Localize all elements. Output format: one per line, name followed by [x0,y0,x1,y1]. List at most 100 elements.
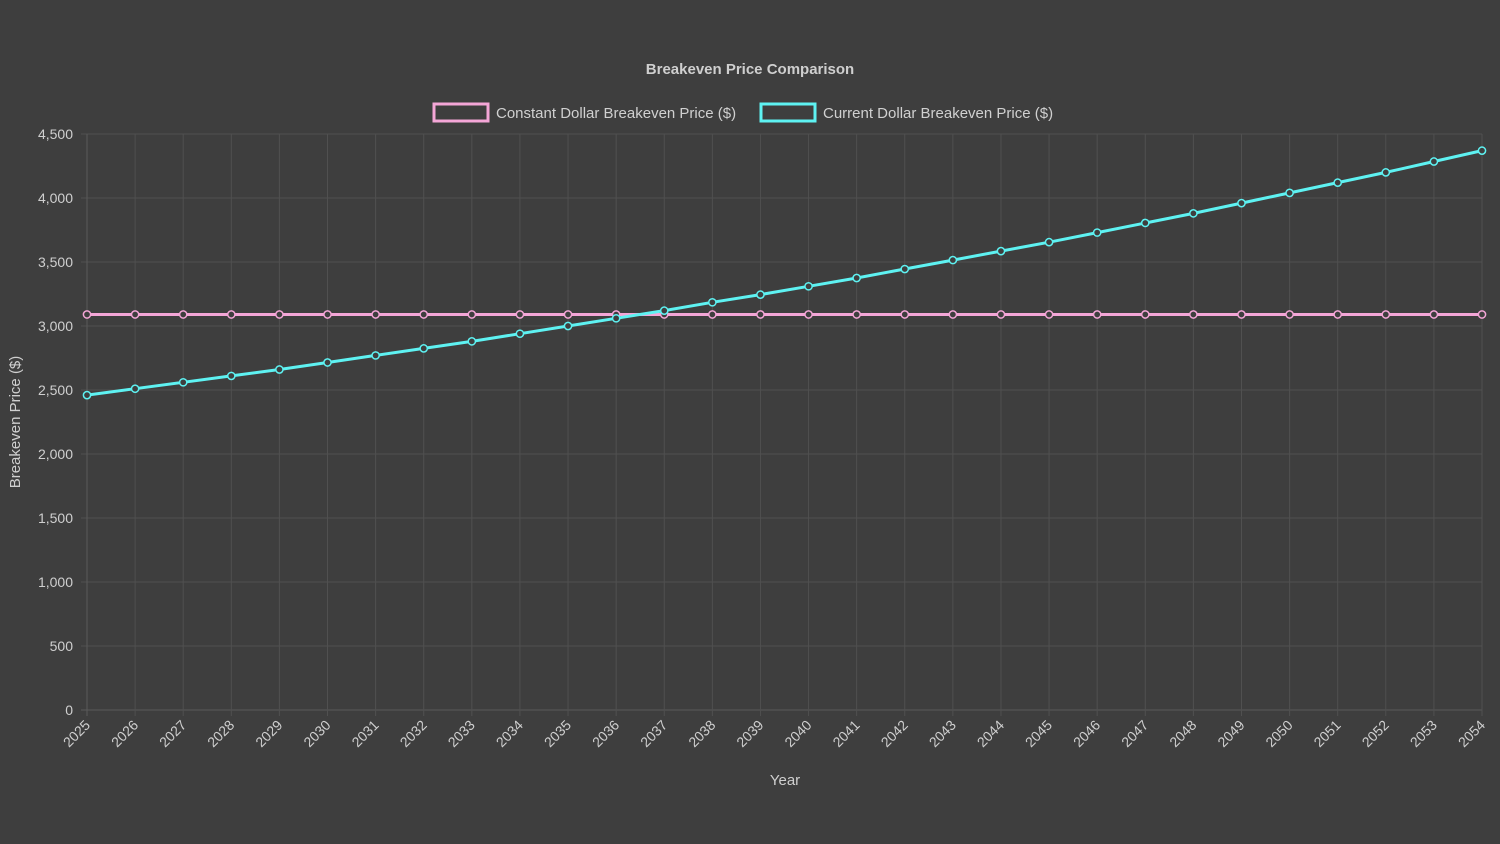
data-point[interactable] [1285,188,1294,198]
x-tick-label: 2027 [156,717,189,750]
chart-title: Breakeven Price Comparison [646,61,854,78]
data-point[interactable] [900,264,910,274]
x-tick-label: 2045 [1022,717,1055,750]
x-tick-label: 2029 [252,717,285,750]
data-point[interactable] [1237,310,1246,319]
x-tick-label: 2040 [781,717,814,750]
series-2 [82,146,1487,400]
data-point[interactable] [804,310,813,319]
data-point[interactable] [852,310,862,319]
x-tick-label: 2049 [1214,717,1247,750]
x-tick-label: 2031 [348,717,381,750]
data-point[interactable] [82,310,92,319]
data-point[interactable] [130,310,140,319]
x-tick-label: 2048 [1166,717,1199,750]
x-tick-label: 2053 [1407,717,1440,750]
data-point[interactable] [1189,310,1198,319]
data-point[interactable] [178,310,188,319]
y-tick-label: 1,500 [38,510,73,526]
x-tick-label: 2041 [829,717,862,750]
data-point[interactable] [82,390,92,400]
data-point[interactable] [371,310,380,319]
data-point[interactable] [467,310,477,319]
data-point[interactable] [852,273,862,283]
data-point[interactable] [323,358,332,367]
data-point[interactable] [1381,310,1391,319]
x-tick-label: 2036 [589,717,622,750]
data-point[interactable] [515,310,525,319]
grid [81,133,1483,716]
x-tick-label: 2043 [926,717,959,750]
x-tick-label: 2052 [1359,717,1392,750]
data-point[interactable] [948,255,958,265]
x-tick-label: 2025 [60,717,93,750]
data-point[interactable] [1189,209,1198,218]
data-point[interactable] [1333,178,1343,187]
data-point[interactable] [323,310,332,319]
series-1 [82,310,1487,319]
data-point[interactable] [1381,168,1391,177]
data-point[interactable] [226,310,236,319]
legend-item-constant-dollar[interactable]: Constant Dollar Breakeven Price ($) [432,102,736,123]
data-point[interactable] [130,384,140,394]
legend-label-current-dollar: Current Dollar Breakeven Price ($) [823,105,1053,122]
data-point[interactable] [1140,218,1150,228]
data-point[interactable] [563,321,573,331]
y-tick-label: 2,500 [38,382,73,398]
data-point[interactable] [1285,310,1294,319]
x-axis-ticks: 2025 2026 2027 2028 2029 2030 2031 2032 2033 2034… [60,717,1488,750]
data-point[interactable] [275,310,284,319]
data-point[interactable] [515,329,525,339]
x-tick-label: 2037 [637,717,670,750]
data-point[interactable] [804,281,813,291]
y-tick-label: 3,000 [38,318,73,334]
data-point[interactable] [996,246,1006,256]
data-point[interactable] [1092,228,1102,237]
x-tick-label: 2050 [1262,717,1295,750]
data-point[interactable] [1044,237,1054,247]
data-point[interactable] [1429,310,1439,319]
x-tick-label: 2034 [493,717,526,750]
x-tick-label: 2033 [445,717,478,750]
data-point[interactable] [756,290,765,299]
data-point[interactable] [659,306,669,315]
data-point[interactable] [275,365,284,374]
data-point[interactable] [1333,310,1343,319]
data-point[interactable] [707,297,717,307]
data-point[interactable] [1044,310,1054,319]
x-tick-label: 2047 [1118,717,1151,750]
data-point[interactable] [1140,310,1150,319]
series-layer [82,146,1487,400]
data-point[interactable] [178,377,188,387]
data-point[interactable] [419,344,429,353]
data-point[interactable] [996,310,1006,319]
x-tick-label: 2038 [685,717,718,750]
data-point[interactable] [1237,198,1246,208]
x-tick-label: 2051 [1310,717,1343,750]
data-point[interactable] [467,337,477,346]
data-point[interactable] [900,310,910,319]
x-tick-label: 2030 [300,717,333,750]
y-tick-label: 500 [50,638,74,654]
y-tick-label: 0 [65,702,73,718]
legend-item-current-dollar[interactable]: Current Dollar Breakeven Price ($) [759,102,1053,123]
data-point[interactable] [1429,157,1439,166]
data-point[interactable] [1092,310,1102,319]
data-point[interactable] [226,371,236,381]
data-point[interactable] [756,310,765,319]
y-tick-label: 3,500 [38,254,73,270]
legend-swatch-current-dollar [759,102,817,123]
data-point[interactable] [1477,310,1487,319]
data-point[interactable] [419,310,429,319]
legend[interactable]: Constant Dollar Breakeven Price ($) Curr… [432,102,1053,123]
x-tick-label: 2044 [974,717,1007,750]
data-point[interactable] [1477,146,1487,155]
data-point[interactable] [948,310,958,319]
data-point[interactable] [707,310,717,319]
data-point[interactable] [371,351,380,360]
x-tick-label: 2042 [878,717,911,750]
data-point[interactable] [611,313,621,323]
data-point[interactable] [563,310,573,319]
